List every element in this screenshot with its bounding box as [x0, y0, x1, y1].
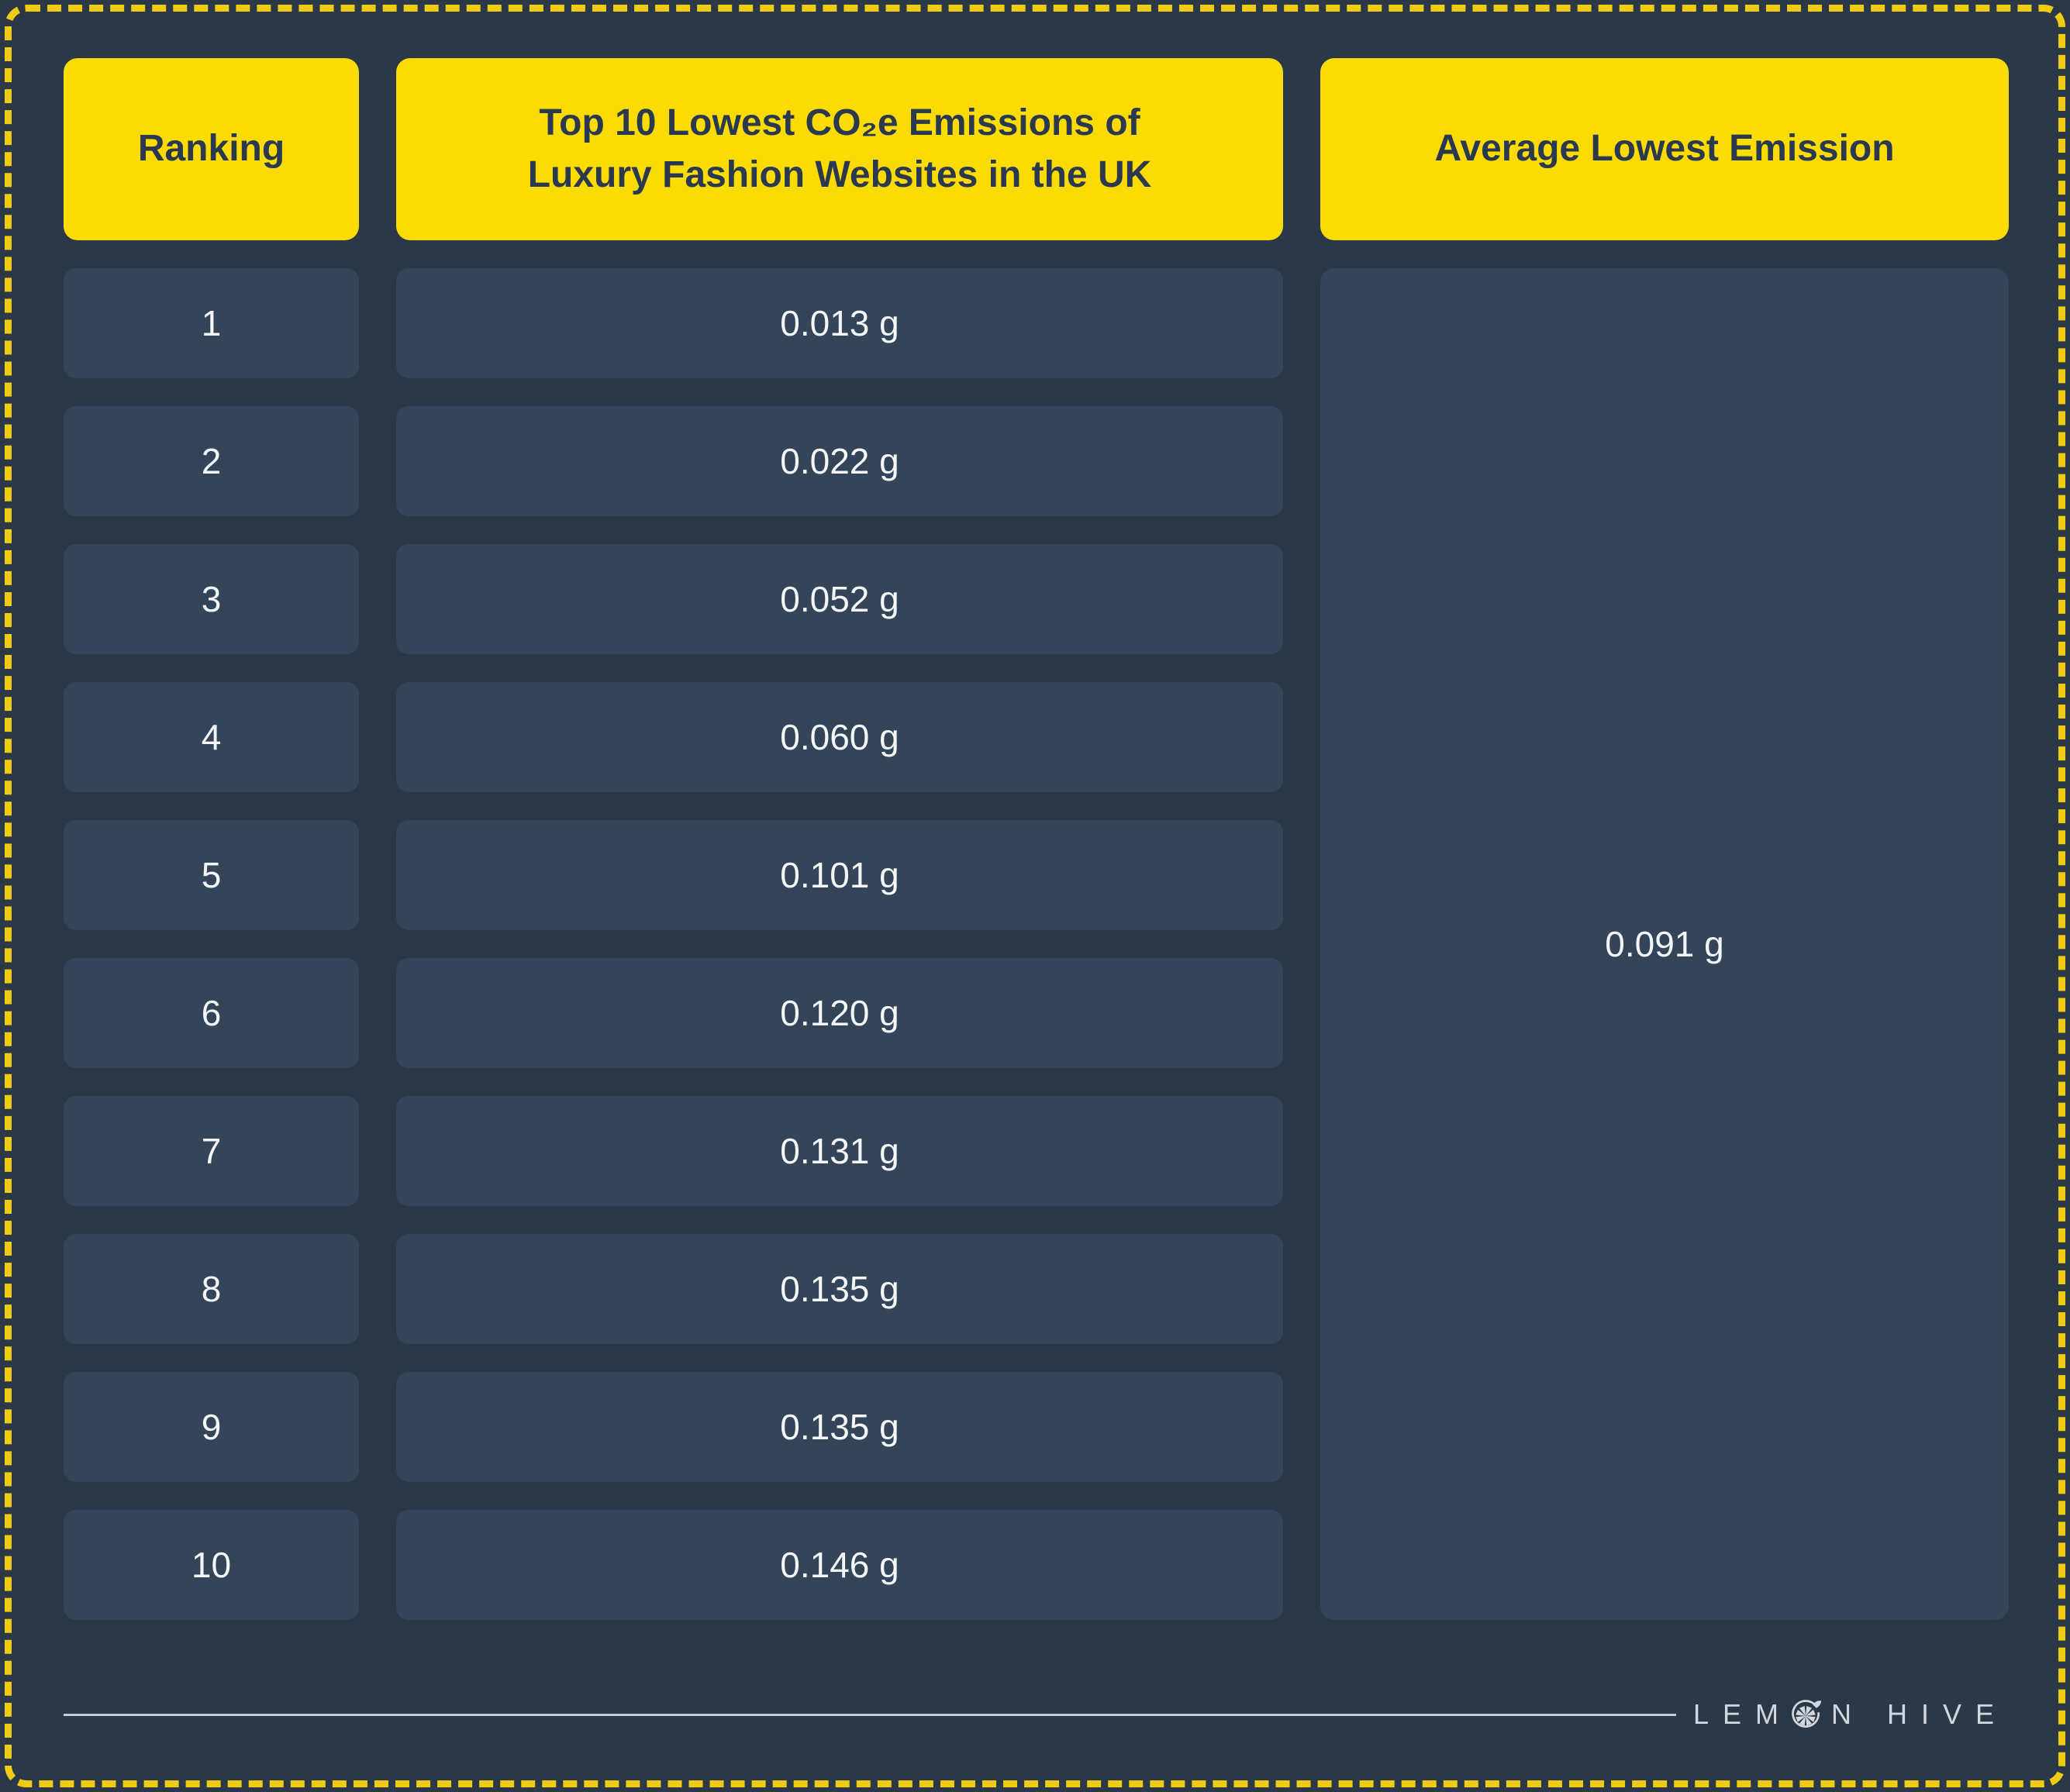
ranking-value: 7: [201, 1131, 222, 1171]
logo-text-prefix: LEM: [1692, 1698, 1792, 1730]
title-line-2: Luxury Fashion Websites in the UK: [527, 153, 1152, 195]
footer-divider-line: [64, 1713, 1676, 1716]
emission-cell: 0.135 g: [396, 1234, 1283, 1344]
ranking-cell: 6: [64, 958, 359, 1068]
average-value: 0.091 g: [1605, 924, 1724, 964]
ranking-value: 6: [201, 993, 222, 1033]
lemon-hive-logo: LEM N HIVE: [1693, 1697, 2008, 1732]
ranking-cell: 1: [64, 268, 359, 378]
average-column-header: Average Lowest Emission: [1320, 58, 2009, 240]
emission-value: 0.146 g: [780, 1545, 899, 1585]
average-value-cell: 0.091 g: [1320, 268, 2009, 1620]
ranking-value: 2: [201, 441, 222, 481]
ranking-value: 10: [191, 1545, 232, 1585]
footer: LEM N HIVE: [64, 1691, 2008, 1738]
ranking-cell: 2: [64, 406, 359, 516]
emission-cell: 0.131 g: [396, 1096, 1283, 1206]
ranking-value: 4: [201, 717, 222, 757]
ranking-cell: 10: [64, 1510, 359, 1620]
ranking-value: 9: [201, 1407, 222, 1447]
emission-value: 0.135 g: [780, 1269, 899, 1309]
ranking-cell: 9: [64, 1372, 359, 1482]
ranking-value: 3: [201, 579, 222, 619]
emission-cell: 0.060 g: [396, 682, 1283, 792]
lemon-slice-icon: [1792, 1700, 1822, 1728]
title-line-1: Top 10 Lowest CO₂e Emissions of: [539, 102, 1140, 144]
ranking-value: 8: [201, 1269, 222, 1309]
emission-value: 0.101 g: [780, 855, 899, 895]
content-area: Ranking Top 10 Lowest CO₂e Emissions of …: [64, 58, 2009, 1738]
ranking-cell: 4: [64, 682, 359, 792]
emission-value: 0.060 g: [780, 717, 899, 757]
emission-value: 0.022 g: [780, 441, 899, 481]
ranking-cell: 5: [64, 820, 359, 930]
logo-text-suffix: N HIVE: [1830, 1698, 2008, 1730]
ranking-header-label: Ranking: [137, 128, 285, 170]
average-header-label: Average Lowest Emission: [1434, 128, 1895, 170]
emission-cell: 0.120 g: [396, 958, 1283, 1068]
emission-cell: 0.052 g: [396, 544, 1283, 654]
ranking-cell: 3: [64, 544, 359, 654]
ranking-value: 1: [201, 303, 222, 343]
emission-value: 0.131 g: [780, 1131, 899, 1171]
emission-value: 0.120 g: [780, 993, 899, 1033]
emission-cell: 0.022 g: [396, 406, 1283, 516]
emissions-column-header: Top 10 Lowest CO₂e Emissions of Luxury F…: [396, 58, 1283, 240]
ranking-cell: 8: [64, 1234, 359, 1344]
ranking-column-header: Ranking: [64, 58, 359, 240]
emissions-table: Ranking Top 10 Lowest CO₂e Emissions of …: [64, 58, 2009, 1620]
emission-cell: 0.013 g: [396, 268, 1283, 378]
emission-value: 0.013 g: [780, 303, 899, 343]
emission-cell: 0.146 g: [396, 1510, 1283, 1620]
emission-value: 0.052 g: [780, 579, 899, 619]
ranking-value: 5: [201, 855, 222, 895]
emission-cell: 0.135 g: [396, 1372, 1283, 1482]
emission-value: 0.135 g: [780, 1407, 899, 1447]
ranking-cell: 7: [64, 1096, 359, 1206]
emission-cell: 0.101 g: [396, 820, 1283, 930]
